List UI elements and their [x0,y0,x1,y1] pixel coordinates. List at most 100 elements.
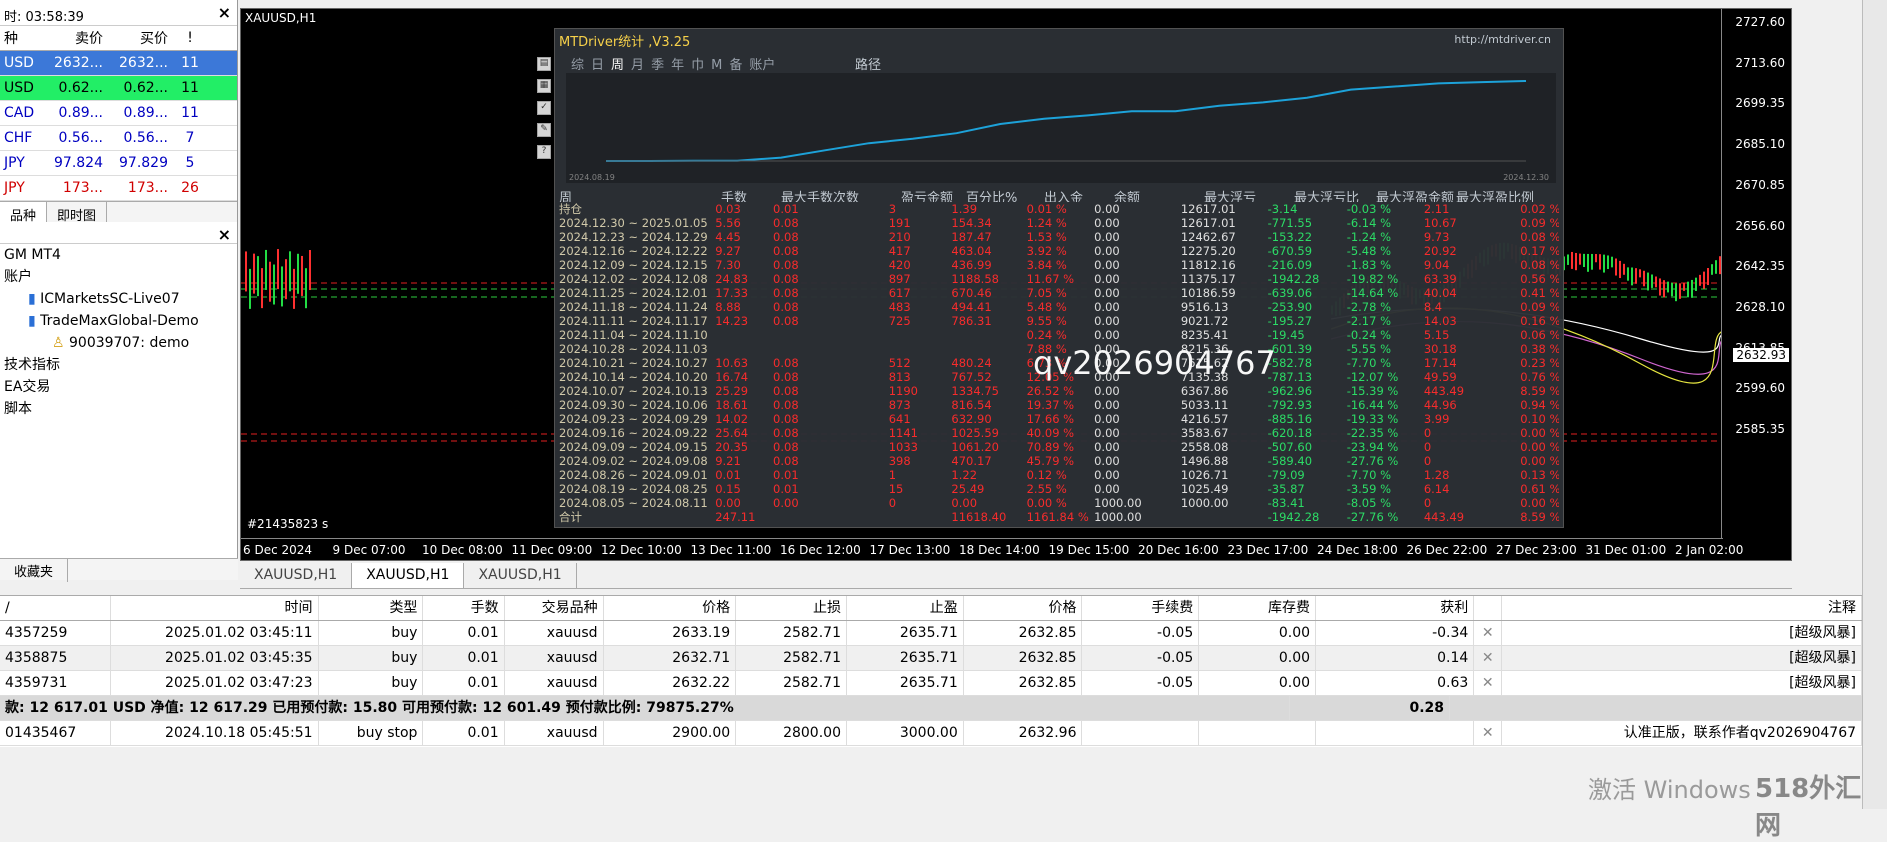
close-order-icon[interactable]: ✕ [1474,646,1503,670]
stats-cell: 1188.58 [951,272,999,286]
period-tab[interactable]: 日 [591,58,605,73]
tab-tick-chart[interactable]: 即时图 [47,202,108,225]
market-row[interactable]: CAD 0.89... 0.89... 11 [0,101,237,126]
navigator-item[interactable]: 脚本 [0,398,237,420]
market-watch-time: 时: 03:58:39 [4,10,84,25]
close-icon[interactable]: × [217,225,231,244]
chart-tab[interactable]: XAUUSD,H1 [464,563,577,588]
stats-header-cell: 最大浮盈比例 [1456,191,1535,202]
navigator-item[interactable]: ♙ 90039707: demo [0,332,237,354]
period-tab[interactable]: 账户 [749,58,776,73]
order-row[interactable]: 4357259 2025.01.02 03:45:11 buy 0.01 xauusd 2… [0,621,1863,646]
period-tab[interactable]: 周 [611,58,625,73]
navigator-item[interactable]: GM MT4 [0,244,237,266]
stats-cell: 8.59 % [1520,510,1559,524]
col-bid[interactable]: 卖价 [75,31,103,47]
close-order-icon[interactable]: ✕ [1474,721,1503,745]
check-icon[interactable]: ✓ [537,101,551,115]
price-tick: 2585.35 [1735,422,1785,436]
stats-cell: 0.02 % [1520,202,1559,216]
period-cell: 2024.10.21 ~ 2024.10.27 [559,356,708,370]
stats-cell: 0.23 % [1520,356,1559,370]
stats-cell: 0.00 [773,496,799,510]
order-cell: 0.01 [423,671,505,695]
time-axis[interactable]: 6 Dec 2024 9 Dec 07:00 10 Dec 08:00 11 Dec … [241,538,1743,560]
stats-cell: 30.18 [1423,342,1457,356]
order-row[interactable]: 4358875 2025.01.02 03:45:35 buy 0.01 xauusd 2… [0,646,1863,671]
stats-cell: -670.59 [1267,244,1313,258]
stats-header-cell: 最大手数次数 [781,187,901,202]
market-row[interactable]: CHF 0.56... 0.56... 7 [0,126,237,151]
symbol-cell: CAD [4,105,35,121]
candle [1651,274,1653,288]
close-icon[interactable]: × [217,3,231,22]
period-cell: 2024.09.16 ~ 2024.09.22 [559,426,708,440]
stats-cell: 512 [888,356,911,370]
stats-cell: 0.00 [1094,468,1120,482]
spread-cell: 7 [185,130,195,146]
save-icon[interactable]: ▤ [537,57,551,71]
stats-cell: 0.24 % [1026,328,1067,342]
close-order-icon[interactable] [1474,596,1503,620]
stats-cell: 417 [888,244,911,258]
col-spread[interactable]: ! [187,30,193,46]
stats-cell: -1942.28 [1267,510,1320,524]
edit-icon[interactable]: ✎ [537,123,551,137]
mtdriver-url[interactable]: http://mtdriver.cn [1454,33,1551,46]
navigator-item[interactable]: EA交易 [0,376,237,398]
close-order-icon[interactable]: ✕ [1474,671,1503,695]
period-tab[interactable]: M [711,58,723,73]
order-row[interactable]: 4359731 2025.01.02 03:47:23 buy 0.01 xauusd 2… [0,671,1863,696]
navigator-item[interactable]: ▮ TradeMaxGlobal-Demo [0,310,237,332]
chart-tab-active[interactable]: XAUUSD,H1 [352,563,465,588]
stats-cell: 0.09 % [1520,216,1559,230]
stats-cell: 1.28 [1423,468,1450,482]
stats-cell: -2.78 % [1346,300,1392,314]
order-cell: 2582.71 [736,646,847,670]
period-tab[interactable]: 备 [729,58,743,73]
navigator-item[interactable]: 账户 [0,266,237,288]
stats-cell: -885.16 [1267,412,1313,426]
stats-cell [889,510,952,524]
stats-cell: -582.78 [1267,356,1313,370]
navigator-item[interactable]: 技术指标 [0,354,237,376]
stats-cell: 12617.01 [1180,216,1236,230]
pending-order-row[interactable]: 01435467 2024.10.18 05:45:51 buy stop 0.01 x… [0,721,1863,746]
period-tab[interactable]: 月 [631,58,645,73]
market-row[interactable]: JPY 97.824 97.829 5 [0,151,237,176]
close-order-icon[interactable]: ✕ [1474,621,1503,645]
order-cell: 2632.71 [604,646,737,670]
market-row[interactable]: USD 2632... 2632... 11 [0,51,237,76]
chart-tab[interactable]: XAUUSD,H1 [240,563,353,588]
price-chart[interactable]: XAUUSD,H1 #21435823 s 2727.60 2713.60 2699… [240,8,1792,561]
price-axis[interactable]: 2727.60 2713.60 2699.35 2685.10 2670.85 2656.… [1721,9,1791,539]
period-tab[interactable]: 年 [671,58,685,73]
stats-cell: 3.99 [1423,412,1450,426]
order-cell: buy [319,621,424,645]
mtdriver-trail-tab[interactable]: 路径 [855,58,882,73]
market-row[interactable]: USD 0.62... 0.62... 11 [0,76,237,101]
stats-header-cell: 最大浮盈金额 [1376,191,1455,202]
candle [1611,256,1613,268]
period-tab[interactable]: 综 [571,58,585,73]
chart-symbol-title: XAUUSD,H1 [245,11,317,25]
navigator-item[interactable]: ▮ ICMarketsSC-Live07 [0,288,237,310]
stats-cell: -23.94 % [1346,440,1399,454]
tab-symbols[interactable]: 品种 [0,202,48,225]
site-watermark: 518外汇网 [1755,774,1862,841]
candle [285,259,287,300]
order-cell: 2582.71 [736,621,847,645]
stats-cell: 0.06 % [1520,328,1559,342]
help-icon[interactable]: ? [537,145,551,159]
stats-cell: 0.08 [773,440,799,454]
tab-favorites[interactable]: 收藏夹 [0,559,69,582]
period-tab[interactable]: 巾 [691,58,705,73]
col-symbol[interactable]: 种 [4,31,18,47]
stats-cell: -6.14 % [1346,216,1392,230]
col-ask[interactable]: 买价 [140,31,168,47]
chart-icon[interactable]: ▦ [537,79,551,93]
market-watch-panel: 时: 03:58:39 × 种 卖价 买价 ! USD 2632... 2632..… [0,0,238,226]
period-tab[interactable]: 季 [651,58,665,73]
market-row[interactable]: JPY 173... 173... 26 [0,176,237,201]
stats-cell: -15.39 % [1346,384,1399,398]
